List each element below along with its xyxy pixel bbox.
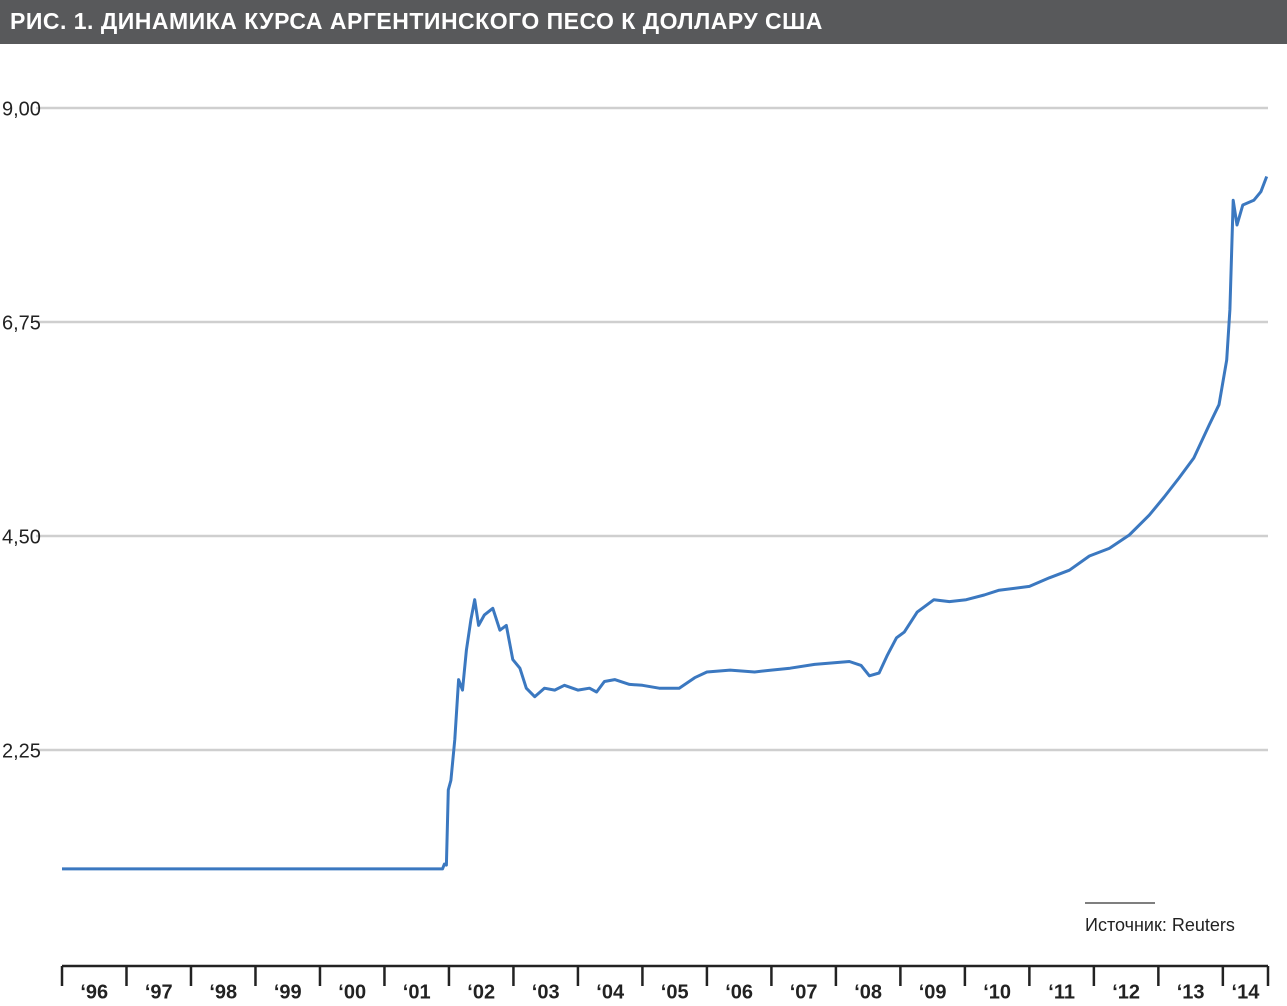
source: Источник: Reuters: [1085, 915, 1235, 935]
y-tick-label: 4,50: [2, 526, 41, 548]
x-tick-label: ‘08: [854, 981, 882, 1003]
x-tick-label: ‘07: [790, 981, 818, 1003]
y-tick-label: 6,75: [2, 312, 41, 334]
x-tick-label: ‘00: [338, 981, 366, 1003]
x-tick-label: ‘98: [209, 981, 237, 1003]
x-tick-label: ‘13: [1177, 981, 1205, 1003]
x-tick-label: ‘01: [403, 981, 431, 1003]
x-tick-label: ‘99: [274, 981, 302, 1003]
x-tick-label: ‘96: [80, 981, 108, 1003]
y-tick-label: 9,00: [2, 98, 41, 120]
x-tick-label: ‘14: [1232, 981, 1261, 1003]
x-tick-label: ‘05: [661, 981, 689, 1003]
x-tick-label: ‘02: [467, 981, 495, 1003]
x-tick-label: ‘06: [725, 981, 753, 1003]
x-tick-label: ‘03: [532, 981, 560, 1003]
x-tick-label: ‘10: [983, 981, 1011, 1003]
x-tick-label: ‘04: [596, 981, 625, 1003]
x-tick-label: ‘12: [1112, 981, 1140, 1003]
title-bar: [0, 0, 1287, 44]
chart-title: РИС. 1. ДИНАМИКА КУРСА АРГЕНТИНСКОГО ПЕС…: [10, 8, 823, 34]
x-tick-label: ‘11: [1048, 981, 1075, 1003]
x-tick-label: ‘97: [145, 981, 173, 1003]
y-tick-label: 2,25: [2, 740, 41, 762]
rate-line: [62, 175, 1269, 871]
x-tick-label: ‘09: [919, 981, 947, 1003]
